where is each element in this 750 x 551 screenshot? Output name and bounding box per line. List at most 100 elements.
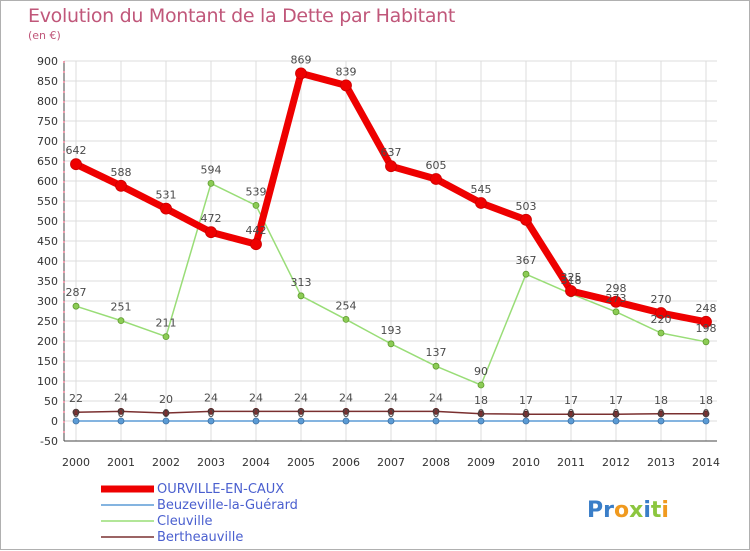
- legend-label: Cleuville: [157, 514, 212, 529]
- chart-subtitle: (en €): [28, 29, 61, 42]
- data-label: 270: [651, 293, 672, 306]
- data-point: [612, 308, 620, 316]
- data-point: [567, 417, 575, 425]
- data-point: [297, 417, 305, 425]
- data-point: [387, 340, 395, 348]
- data-label: 17: [609, 394, 623, 407]
- x-tick-label: 2010: [512, 456, 540, 469]
- data-label: 605: [426, 159, 447, 172]
- data-label: 24: [249, 391, 263, 404]
- data-point: [610, 295, 622, 308]
- data-label: 472: [201, 212, 222, 225]
- data-point: [207, 179, 215, 187]
- data-point: [252, 407, 260, 415]
- legend-label: Bertheauville: [157, 530, 243, 545]
- data-point: [117, 407, 125, 415]
- brand-letter: t: [651, 498, 662, 523]
- legend: OURVILLE-EN-CAUXBeuzeville-la-GuérardCle…: [101, 482, 298, 545]
- data-label: 18: [654, 394, 668, 407]
- data-point: [250, 238, 262, 251]
- data-point: [520, 213, 532, 226]
- data-label: 18: [699, 394, 713, 407]
- data-label: 367: [516, 254, 537, 267]
- data-point: [657, 410, 665, 418]
- brand-logo: Proxiti: [587, 498, 669, 523]
- data-labels: 6425885314724428698396376055455033252982…: [66, 53, 717, 420]
- data-point: [567, 410, 575, 418]
- data-label: 211: [156, 317, 177, 330]
- data-label: 637: [381, 146, 402, 159]
- data-label: 24: [339, 391, 353, 404]
- x-tick-label: 2013: [647, 456, 675, 469]
- data-label: 193: [381, 324, 402, 337]
- y-ticks: -50 0 50 100 150 200 250 300 350 400 450 500 550 600 6…: [37, 55, 58, 448]
- data-label: 17: [519, 394, 533, 407]
- data-point: [160, 202, 172, 215]
- x-tick-label: 2008: [422, 456, 450, 469]
- x-tick-label: 2011: [557, 456, 585, 469]
- data-point: [612, 417, 620, 425]
- data-label: 24: [384, 391, 398, 404]
- chart-title: Evolution du Montant de la Dette par Hab…: [28, 5, 456, 27]
- data-label: 22: [69, 392, 83, 405]
- legend-label: OURVILLE-EN-CAUX: [157, 482, 284, 497]
- data-point: [162, 417, 170, 425]
- data-label: 24: [114, 391, 128, 404]
- data-point: [475, 197, 487, 209]
- y-tick-label: 750: [37, 115, 58, 128]
- data-label: 503: [516, 200, 537, 213]
- data-point: [702, 338, 710, 346]
- data-point: [162, 333, 170, 341]
- series-lines: [70, 67, 712, 425]
- data-label: 254: [336, 299, 357, 312]
- data-label: 531: [156, 189, 177, 202]
- data-label: 0: [73, 407, 80, 420]
- data-label: 318: [561, 274, 582, 287]
- data-label: 0: [298, 407, 305, 420]
- data-label: 0: [433, 407, 440, 420]
- data-point: [340, 79, 352, 92]
- data-label: 869: [291, 53, 312, 66]
- y-tick-label: 100: [37, 375, 58, 388]
- data-label: 0: [568, 407, 575, 420]
- data-label: 539: [246, 185, 267, 198]
- data-point: [252, 417, 260, 425]
- y-tick-label: 600: [37, 175, 58, 188]
- brand-letter: Pr: [587, 498, 614, 523]
- data-label: 325: [561, 271, 582, 284]
- data-point: [115, 179, 127, 192]
- data-label: 642: [66, 144, 87, 157]
- data-point: [522, 417, 530, 425]
- data-point: [385, 160, 397, 173]
- data-point: [117, 417, 125, 425]
- x-tick-label: 2005: [287, 456, 315, 469]
- data-label: 0: [343, 407, 350, 420]
- brand-letter: x: [629, 498, 643, 523]
- data-label: 0: [613, 407, 620, 420]
- brand-letter: o: [614, 498, 629, 523]
- data-label: 0: [118, 407, 125, 420]
- data-point: [387, 407, 395, 415]
- data-label: 0: [208, 407, 215, 420]
- data-label: 545: [471, 183, 492, 196]
- x-tick-label: 2006: [332, 456, 360, 469]
- data-point: [117, 317, 125, 325]
- data-point: [565, 285, 577, 297]
- x-tick-label: 2000: [62, 456, 90, 469]
- x-tick-label: 2009: [467, 456, 495, 469]
- x-tick-label: 2007: [377, 456, 405, 469]
- y-tick-label: 850: [37, 75, 58, 88]
- data-point: [162, 409, 170, 417]
- data-label: 220: [651, 313, 672, 326]
- svg-text:Proxiti: Proxiti: [587, 498, 669, 523]
- data-label: 442: [246, 224, 267, 237]
- x-tick-label: 2004: [242, 456, 270, 469]
- data-point: [387, 417, 395, 425]
- data-label: 24: [429, 391, 443, 404]
- data-label: 137: [426, 346, 447, 359]
- data-point: [342, 315, 350, 323]
- y-tick-label: 550: [37, 195, 58, 208]
- x-tick-label: 2014: [692, 456, 720, 469]
- data-label: 198: [696, 322, 717, 335]
- data-point: [522, 410, 530, 418]
